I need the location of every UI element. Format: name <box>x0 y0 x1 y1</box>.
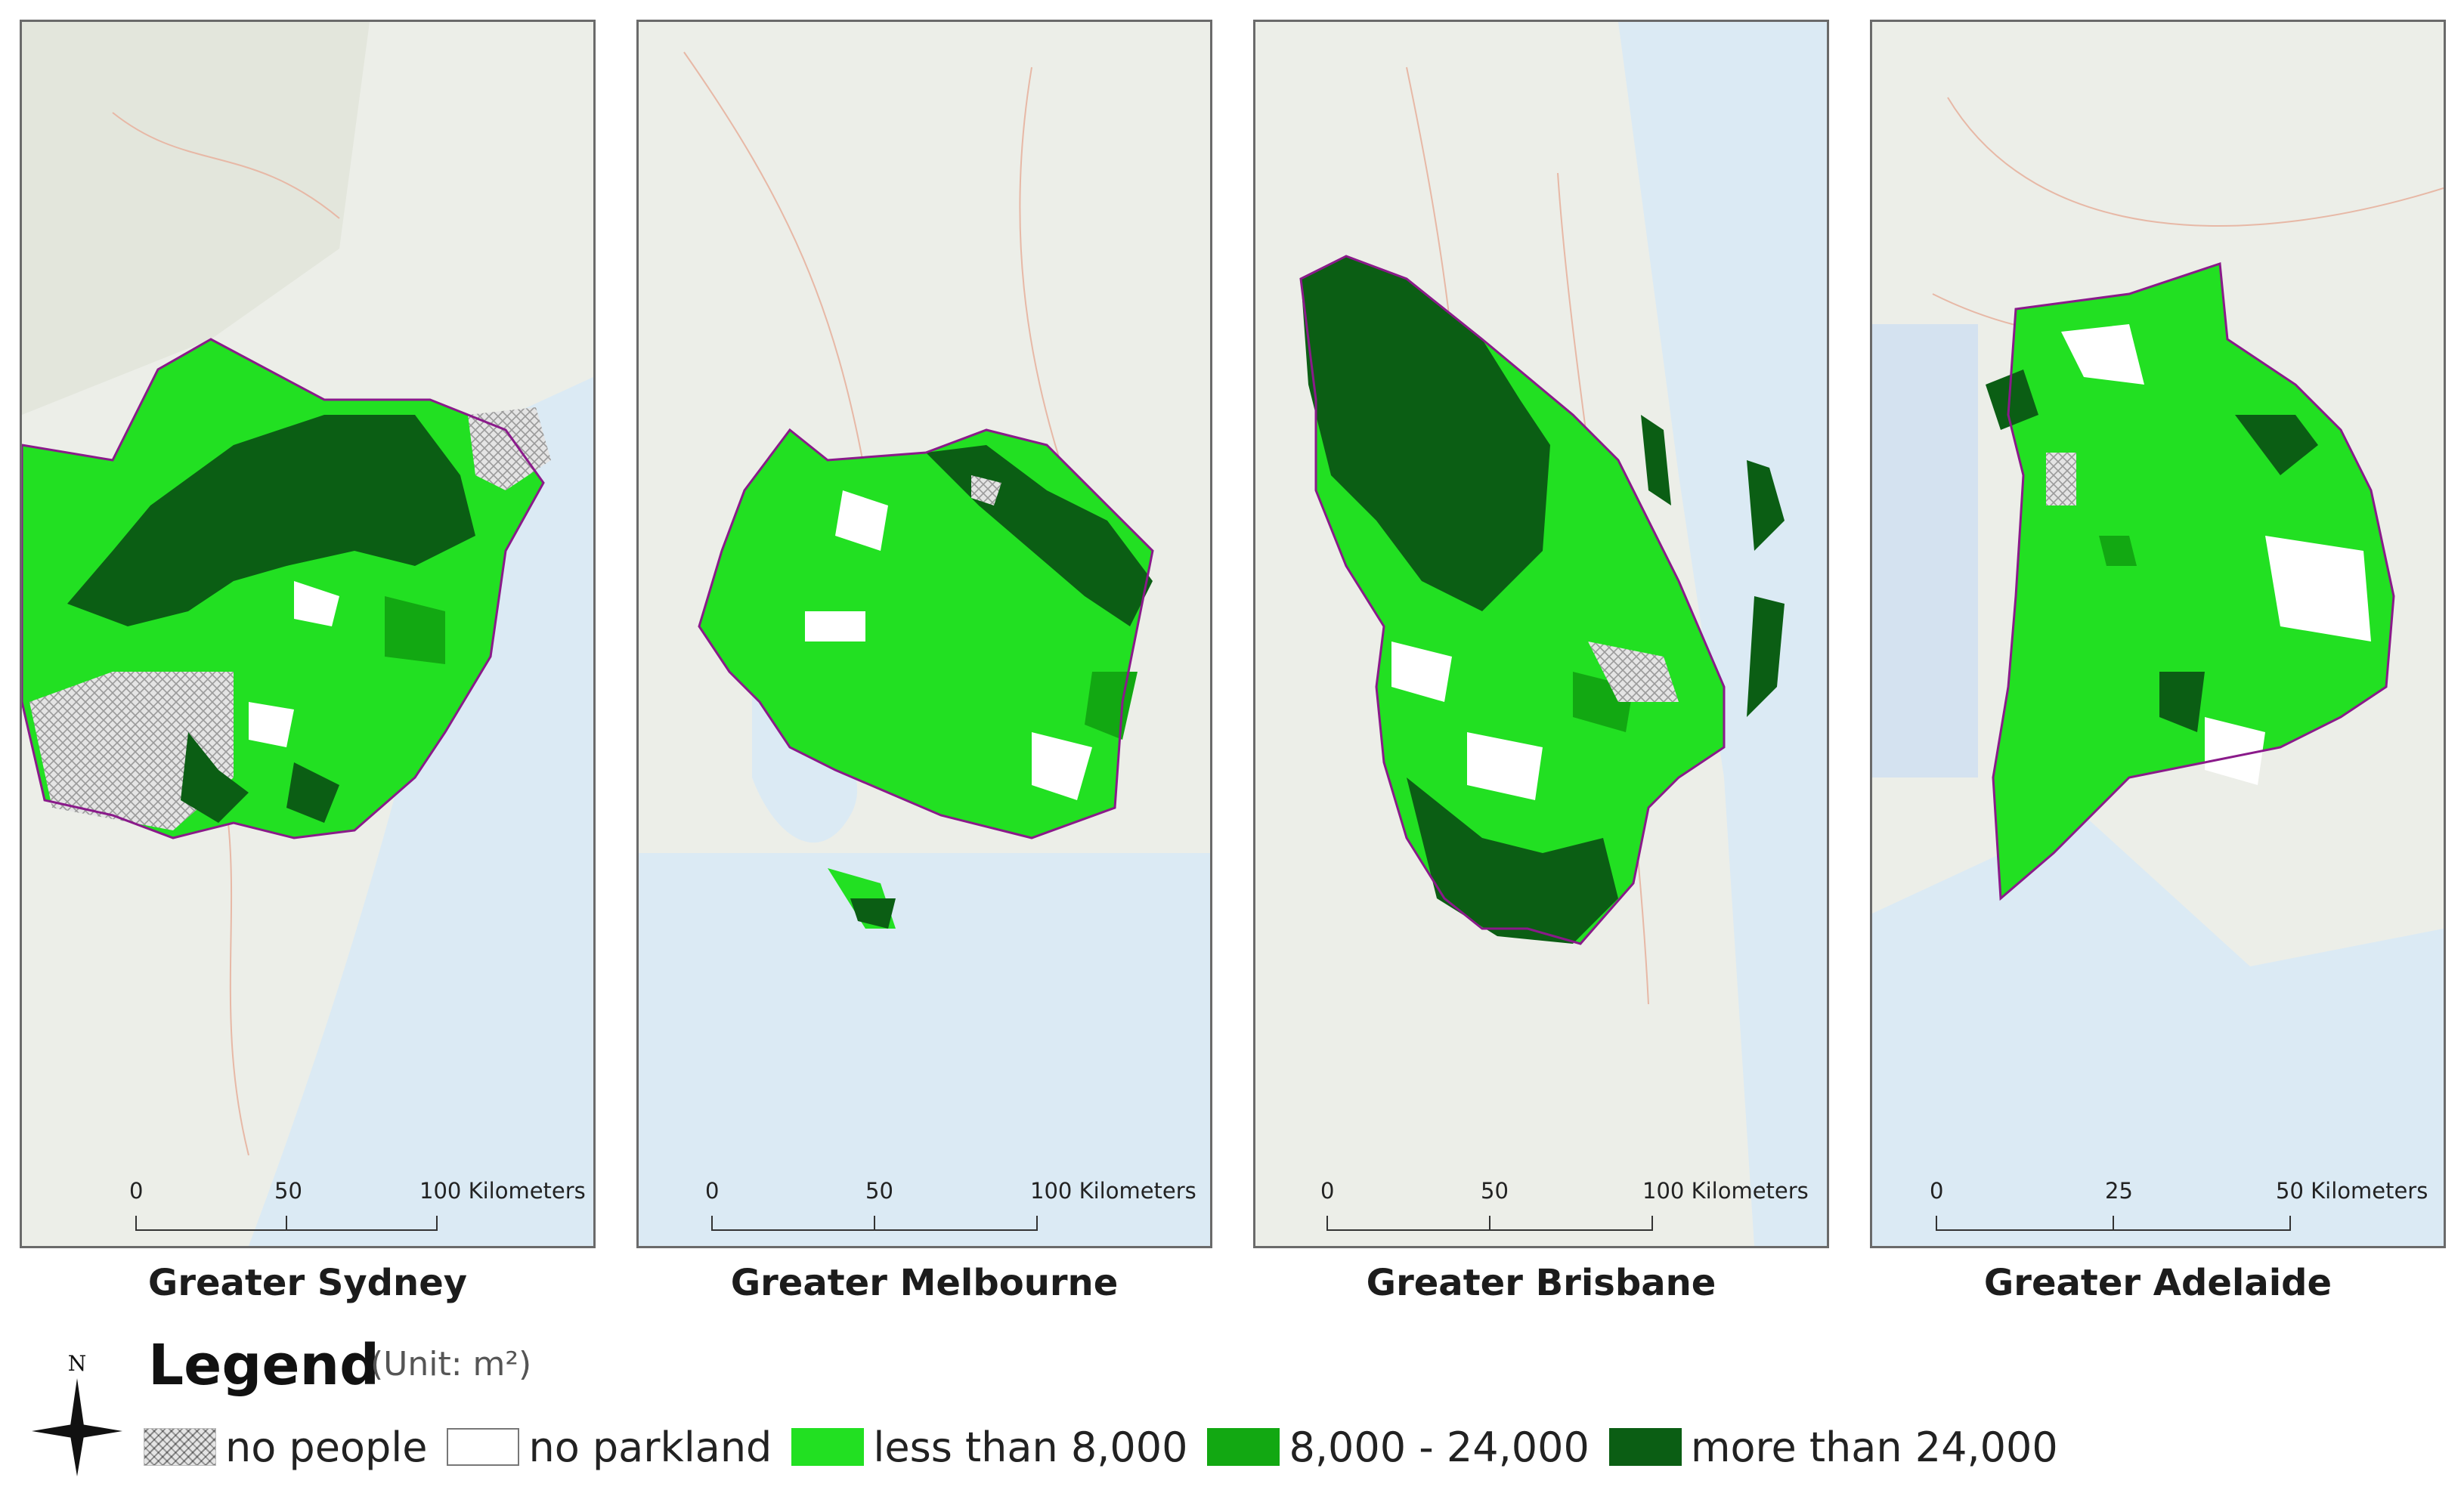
legend-unit: (Unit: m²) <box>370 1345 532 1383</box>
scale-tick <box>1036 1216 1038 1231</box>
scale-tick <box>1326 1216 1328 1231</box>
scale-label-0: 0 <box>1320 1178 1335 1204</box>
scale-bar-melbourne: 0 50 100 Kilometers <box>639 1178 1210 1246</box>
melbourne-map <box>639 22 1210 1246</box>
scale-tick <box>874 1216 875 1231</box>
scale-tick <box>286 1216 287 1231</box>
brisbane-map <box>1255 22 1827 1246</box>
map-panel-brisbane[interactable]: 0 50 100 Kilometers <box>1253 20 1829 1248</box>
scale-tick <box>436 1216 438 1231</box>
scale-label-end: 100 Kilometers <box>1642 1178 1809 1204</box>
legend-items: no people no parkland less than 8,000 8,… <box>144 1421 2078 1473</box>
scale-bar-adelaide: 0 25 50 Kilometers <box>1872 1178 2444 1246</box>
map-panel-adelaide[interactable]: 0 25 50 Kilometers <box>1870 20 2446 1248</box>
scale-label-end: 50 Kilometers <box>2276 1178 2428 1204</box>
scale-bar-sydney: 0 50 100 Kilometers <box>22 1178 593 1246</box>
scale-bar-brisbane: 0 50 100 Kilometers <box>1255 1178 1827 1246</box>
scale-tick <box>1489 1216 1490 1231</box>
medium-green-swatch <box>1207 1428 1280 1466</box>
map-caption-melbourne: Greater Melbourne <box>730 1262 1119 1304</box>
light-green-swatch <box>791 1428 865 1466</box>
scale-tick <box>135 1216 137 1231</box>
sydney-map <box>22 22 593 1246</box>
scale-label-0: 0 <box>129 1178 144 1204</box>
map-panel-sydney[interactable]: 0 50 100 Kilometers <box>20 20 596 1248</box>
scale-label-0: 0 <box>1930 1178 1944 1204</box>
scale-label-end: 100 Kilometers <box>1030 1178 1196 1204</box>
legend-label-no-people: no people <box>225 1423 428 1471</box>
legend-title: Legend <box>148 1333 380 1398</box>
map-caption-brisbane: Greater Brisbane <box>1366 1262 1716 1304</box>
hatch-swatch <box>144 1428 216 1466</box>
north-arrow-icon: N <box>32 1351 122 1476</box>
scale-label-0: 0 <box>705 1178 720 1204</box>
scale-tick <box>2113 1216 2114 1231</box>
scale-tick <box>2289 1216 2291 1231</box>
scale-label-mid: 50 <box>274 1178 302 1204</box>
north-label: N <box>68 1351 87 1376</box>
legend-label-less-than-8000: less than 8,000 <box>873 1423 1188 1471</box>
legend-label-8000-24000: 8,000 - 24,000 <box>1289 1423 1590 1471</box>
map-panel-melbourne[interactable]: 0 50 100 Kilometers <box>636 20 1212 1248</box>
legend-label-more-than-24000: more than 24,000 <box>1690 1423 2058 1471</box>
scale-label-mid: 50 <box>1481 1178 1509 1204</box>
adelaide-map <box>1872 22 2444 1246</box>
legend-label-no-parkland: no parkland <box>528 1423 772 1471</box>
scale-label-mid: 50 <box>865 1178 893 1204</box>
white-swatch <box>447 1428 520 1466</box>
scale-tick <box>1936 1216 1937 1231</box>
dark-green-swatch <box>1608 1428 1682 1466</box>
scale-label-end: 100 Kilometers <box>419 1178 586 1204</box>
scale-tick <box>711 1216 713 1231</box>
scale-tick <box>1651 1216 1653 1231</box>
scale-label-mid: 25 <box>2105 1178 2133 1204</box>
map-caption-adelaide: Greater Adelaide <box>1983 1262 2332 1304</box>
map-caption-sydney: Greater Sydney <box>147 1262 468 1304</box>
